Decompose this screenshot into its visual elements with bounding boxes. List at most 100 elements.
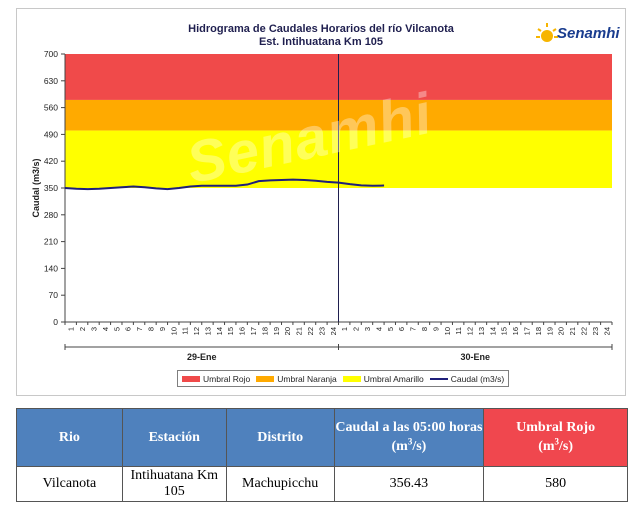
x-tick-label: 6 (397, 327, 406, 331)
y-tick-label: 70 (49, 290, 59, 300)
x-tick-label: 19 (545, 327, 554, 335)
x-tick-label: 15 (226, 327, 235, 335)
x-tick-label: 14 (215, 327, 224, 335)
table-row: Vilcanota Intihuatana Km 105 Machupicchu… (16, 466, 628, 502)
x-tick-label: 24 (602, 327, 611, 335)
legend-swatch-rojo (182, 375, 200, 382)
caudal-series-line (64, 178, 385, 191)
x-tick-label: 15 (500, 327, 509, 335)
x-tick-label: 20 (283, 327, 292, 335)
x-tick-label: 5 (386, 327, 395, 331)
chart-legend: Umbral Rojo Umbral Naranja Umbral Amaril… (177, 370, 510, 387)
legend-item-rojo: Umbral Rojo (182, 374, 250, 384)
y-tick-label: 350 (44, 183, 58, 193)
summary-table: Rio Estación Distrito Caudal a las 05:00… (16, 408, 628, 502)
header-distrito: Distrito (225, 408, 335, 467)
x-tick-label: 7 (409, 327, 418, 331)
x-tick-label: 7 (135, 327, 144, 331)
x-tick-label: 18 (260, 327, 269, 335)
x-tick-label: 21 (295, 327, 304, 335)
x-tick-label: 4 (374, 327, 383, 331)
legend-item-caudal: Caudal (m3/s) (429, 373, 505, 384)
logo-text: Senamhi (557, 25, 620, 42)
x-tick-label: 10 (169, 327, 178, 335)
y-tick-label: 630 (44, 76, 58, 86)
legend-swatch-amarillo (342, 375, 361, 382)
cell-rio: Vilcanota (16, 466, 123, 502)
x-tick-label: 22 (580, 327, 589, 335)
legend-label-amarillo: Umbral Amarillo (363, 373, 424, 384)
y-tick-label: 280 (44, 210, 58, 220)
y-tick-label: 420 (44, 156, 58, 166)
x-tick-label: 21 (568, 327, 577, 335)
legend-item-naranja: Umbral Naranja (256, 374, 337, 384)
x-tick-label: 1 (67, 327, 76, 331)
x-tick-label: 3 (363, 327, 372, 331)
legend-label-caudal: Caudal (m3/s) (450, 373, 505, 384)
y-tick-label: 0 (53, 317, 58, 327)
legend-label-rojo: Umbral Rojo (203, 373, 251, 384)
x-tick-label: 1 (340, 327, 349, 331)
x-tick-label: 9 (158, 327, 167, 331)
header-caudal-unit: (m3/s) (391, 436, 427, 454)
x-tick-label: 4 (101, 327, 110, 331)
x-tick-label: 17 (249, 327, 258, 335)
legend-swatch-naranja (256, 375, 275, 382)
x-tick-label: 18 (534, 327, 543, 335)
legend-label-naranja: Umbral Naranja (277, 373, 337, 384)
x-tick-label: 9 (431, 327, 440, 331)
x-tick-label: 19 (272, 327, 281, 335)
cell-estacion: Intihuatana Km 105 (121, 466, 227, 502)
header-umbral-rojo: Umbral Rojo (m3/s) (483, 408, 628, 467)
senamhi-logo: Senamhi (535, 21, 620, 51)
x-tick-label: 14 (488, 327, 497, 335)
day-label: 30-Ene (460, 352, 490, 362)
x-tick-label: 8 (420, 327, 429, 331)
y-tick-label: 140 (44, 263, 58, 273)
header-estacion: Estación (121, 408, 227, 467)
chart-subtitle: Est. Intihuatana Km 105 (258, 36, 384, 48)
header-umbral-unit: (m3/s) (538, 436, 574, 454)
day-label: 29-Ene (187, 352, 217, 362)
cell-caudal: 356.43 (333, 466, 485, 502)
x-tick-label: 12 (192, 327, 201, 335)
x-tick-label: 11 (454, 327, 463, 335)
sun-icon (536, 23, 558, 42)
x-tick-label: 23 (317, 327, 326, 335)
x-tick-label: 2 (78, 327, 87, 331)
cell-distrito: Machupicchu (225, 466, 335, 502)
x-tick-label: 16 (511, 327, 520, 335)
x-tick-label: 16 (238, 327, 247, 335)
x-tick-label: 12 (466, 327, 475, 335)
x-tick-label: 5 (112, 327, 121, 331)
x-tick-label: 24 (329, 327, 338, 335)
legend-line-caudal (429, 377, 448, 380)
header-umbral-label: Umbral Rojo (516, 420, 596, 436)
x-tick-label: 11 (181, 327, 190, 335)
hydrograph-chart: Hidrograma de Caudales Horarios del río … (16, 8, 626, 396)
table-header-row: Rio Estación Distrito Caudal a las 05:00… (16, 408, 628, 467)
x-tick-label: 13 (477, 327, 486, 335)
x-tick-label: 6 (124, 327, 133, 331)
y-tick-label: 490 (44, 129, 58, 139)
chart-title: Hidrograma de Caudales Horarios del río … (188, 23, 454, 35)
x-tick-label: 22 (306, 327, 315, 335)
header-caudal-label: Caudal a las 05:00 horas (335, 420, 483, 436)
legend-item-amarillo: Umbral Amarillo (342, 373, 424, 384)
y-tick-label: 210 (44, 237, 58, 247)
x-tick-label: 8 (146, 327, 155, 331)
y-tick-label: 560 (44, 103, 58, 113)
y-axis-title: Caudal (m3/s) (31, 158, 41, 217)
x-tick-label: 13 (203, 327, 212, 335)
y-tick-label: 700 (44, 49, 58, 59)
x-tick-label: 17 (523, 327, 532, 335)
x-tick-label: 2 (352, 327, 361, 331)
cell-umbral: 580 (483, 466, 628, 502)
header-caudal: Caudal a las 05:00 horas (m3/s) (333, 408, 485, 467)
x-tick-label: 3 (89, 327, 98, 331)
header-rio: Rio (16, 408, 123, 467)
x-tick-label: 20 (557, 327, 566, 335)
x-tick-label: 23 (591, 327, 600, 335)
x-tick-label: 10 (443, 327, 452, 335)
